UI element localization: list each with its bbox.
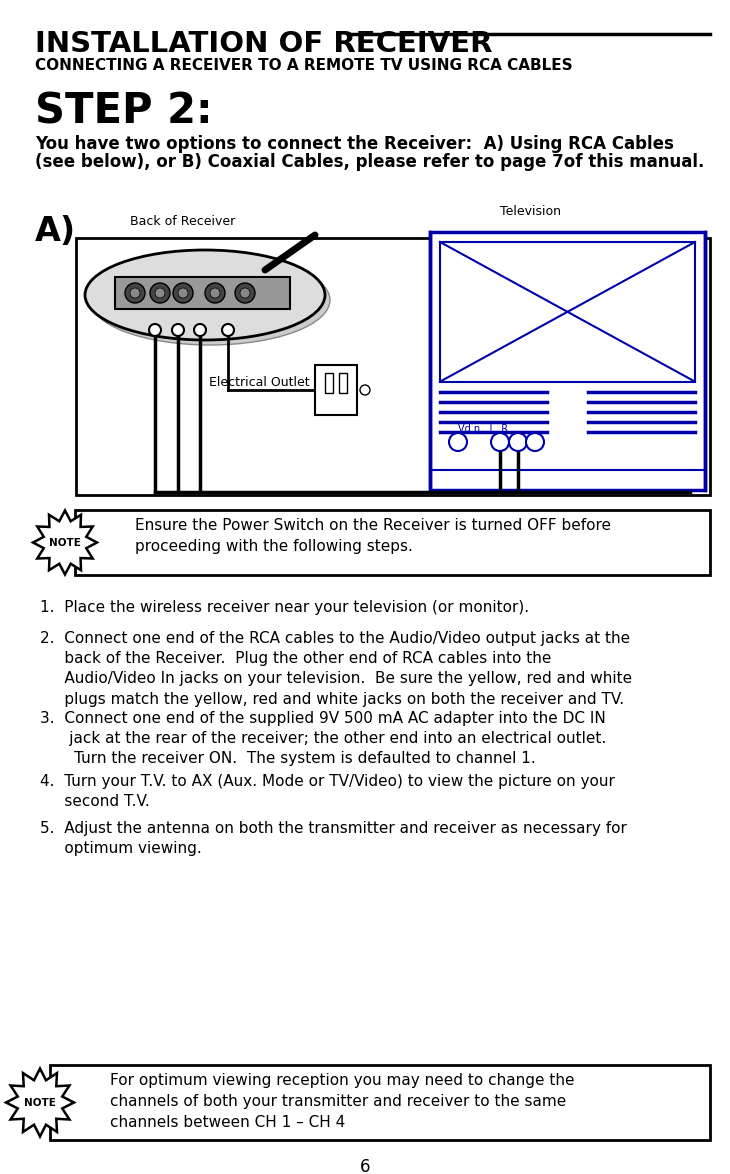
- Circle shape: [449, 433, 467, 451]
- Bar: [76, 238, 710, 495]
- Text: For optimum viewing reception you may need to change the
channels of both your t: For optimum viewing reception you may ne…: [110, 1073, 575, 1131]
- Ellipse shape: [85, 250, 325, 340]
- Text: Ensure the Power Switch on the Receiver is turned OFF before
proceeding with the: Ensure the Power Switch on the Receiver …: [135, 518, 611, 554]
- Text: Electrical Outlet: Electrical Outlet: [210, 376, 310, 389]
- Circle shape: [178, 288, 188, 298]
- Circle shape: [194, 324, 206, 336]
- Polygon shape: [6, 1068, 74, 1136]
- Bar: [325, 373, 333, 393]
- Bar: [440, 242, 695, 382]
- Bar: [50, 1065, 710, 1140]
- Text: (see below), or B) Coaxial Cables, please refer to page 7of this manual.: (see below), or B) Coaxial Cables, pleas…: [35, 153, 704, 171]
- Circle shape: [149, 324, 161, 336]
- Bar: [339, 373, 347, 393]
- Bar: [315, 365, 357, 414]
- Text: INSTALLATION OF RECEIVER: INSTALLATION OF RECEIVER: [35, 31, 493, 58]
- Text: 6: 6: [360, 1158, 370, 1174]
- Circle shape: [172, 324, 184, 336]
- Text: STEP 2:: STEP 2:: [35, 90, 212, 131]
- Polygon shape: [33, 511, 97, 574]
- Text: Vd n   L  R: Vd n L R: [458, 424, 508, 434]
- Text: 3.  Connect one end of the supplied 9V 500 mA AC adapter into the DC IN
      ja: 3. Connect one end of the supplied 9V 50…: [40, 710, 606, 767]
- Circle shape: [205, 283, 225, 303]
- Circle shape: [491, 433, 509, 451]
- Circle shape: [509, 433, 527, 451]
- Text: NOTE: NOTE: [49, 538, 81, 547]
- Circle shape: [130, 288, 140, 298]
- Circle shape: [150, 283, 170, 303]
- Circle shape: [155, 288, 165, 298]
- Text: Television: Television: [500, 205, 561, 218]
- Text: CONNECTING A RECEIVER TO A REMOTE TV USING RCA CABLES: CONNECTING A RECEIVER TO A REMOTE TV USI…: [35, 58, 572, 73]
- Circle shape: [125, 283, 145, 303]
- Text: 4.  Turn your T.V. to AX (Aux. Mode or TV/Video) to view the picture on your
   : 4. Turn your T.V. to AX (Aux. Mode or TV…: [40, 774, 615, 809]
- Circle shape: [210, 288, 220, 298]
- Text: A): A): [35, 215, 76, 248]
- Circle shape: [222, 324, 234, 336]
- Ellipse shape: [90, 255, 330, 345]
- Text: 5.  Adjust the antenna on both the transmitter and receiver as necessary for
   : 5. Adjust the antenna on both the transm…: [40, 821, 627, 856]
- Text: 1.  Place the wireless receiver near your television (or monitor).: 1. Place the wireless receiver near your…: [40, 600, 529, 615]
- Bar: [115, 277, 290, 309]
- Bar: [430, 232, 705, 490]
- Text: NOTE: NOTE: [24, 1098, 56, 1107]
- Circle shape: [173, 283, 193, 303]
- Text: You have two options to connect the Receiver:  A) Using RCA Cables: You have two options to connect the Rece…: [35, 135, 674, 153]
- Circle shape: [240, 288, 250, 298]
- Text: Back of Receiver: Back of Receiver: [130, 215, 235, 228]
- Text: 2.  Connect one end of the RCA cables to the Audio/Video output jacks at the
   : 2. Connect one end of the RCA cables to …: [40, 630, 632, 707]
- Circle shape: [526, 433, 544, 451]
- Circle shape: [235, 283, 255, 303]
- Bar: [75, 510, 710, 575]
- Circle shape: [360, 385, 370, 394]
